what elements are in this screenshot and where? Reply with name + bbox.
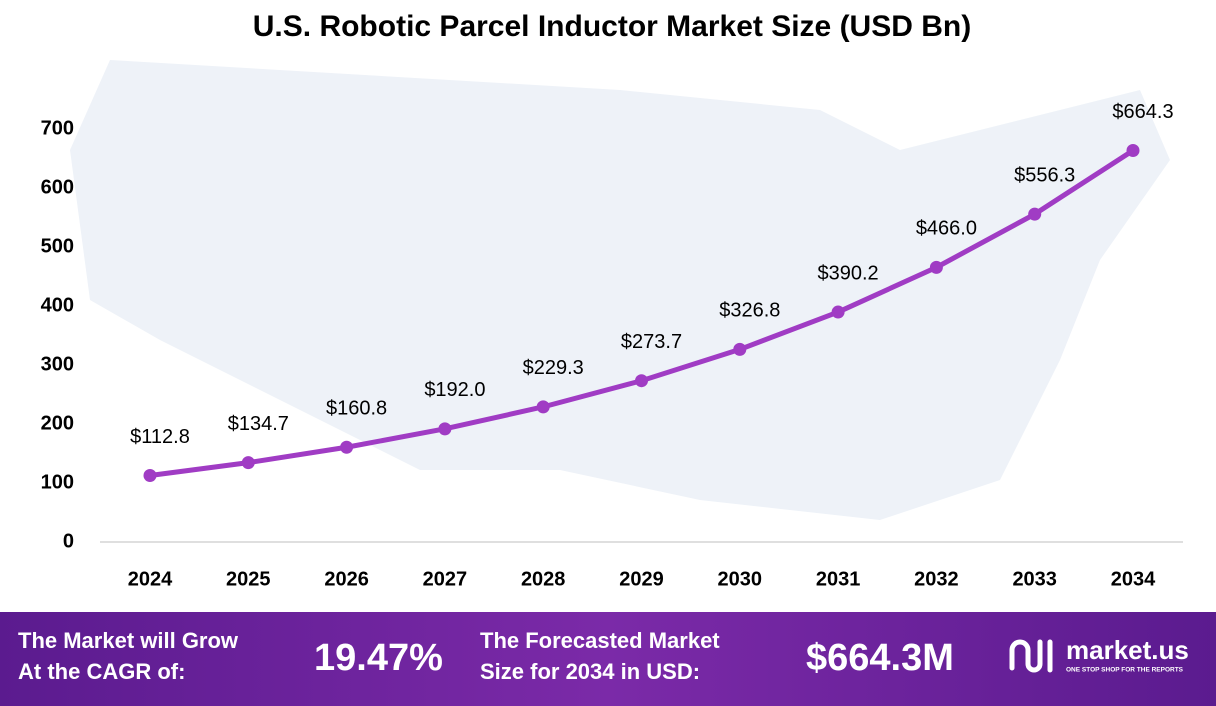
x-tick-label: 2028	[521, 568, 566, 590]
cagr-value: 19.47%	[314, 637, 443, 679]
data-label: $326.8	[719, 300, 780, 322]
data-label: $273.7	[621, 331, 682, 353]
data-label: $390.2	[818, 262, 879, 284]
data-label: $229.3	[523, 357, 584, 379]
point	[733, 342, 747, 356]
data-label: $466.0	[916, 218, 977, 240]
y-tick-label: 200	[41, 412, 74, 434]
cagr-text: At the CAGR of:	[18, 659, 185, 684]
x-tick-label: 2034	[1111, 568, 1156, 590]
point	[929, 260, 943, 274]
data-label: $134.7	[228, 413, 289, 435]
data-label: $664.3	[1112, 101, 1173, 123]
point	[536, 400, 550, 414]
point	[1028, 207, 1042, 221]
point	[831, 305, 845, 319]
point	[438, 422, 452, 436]
point	[340, 440, 354, 454]
x-tick-label: 2032	[914, 568, 959, 590]
cagr-text: The Market will Grow	[18, 628, 239, 653]
forecast-text: Size for 2034 in USD:	[480, 659, 700, 684]
y-tick-label: 600	[41, 177, 74, 199]
data-label: $160.8	[326, 398, 387, 420]
brand-tagline: ONE STOP SHOP FOR THE REPORTS	[1066, 667, 1184, 674]
forecast-value: $664.3M	[806, 637, 954, 679]
x-tick-label: 2025	[226, 568, 271, 590]
x-tick-label: 2027	[423, 568, 468, 590]
y-tick-label: 0	[63, 530, 74, 552]
y-tick-label: 700	[41, 118, 74, 140]
x-tick-label: 2024	[128, 568, 173, 590]
point	[1126, 144, 1140, 158]
y-tick-label: 400	[41, 295, 74, 317]
data-label: $556.3	[1014, 164, 1075, 186]
map-background	[70, 60, 1170, 520]
brand-logo	[1009, 639, 1053, 673]
x-tick-label: 2033	[1012, 568, 1057, 590]
y-tick-label: 100	[41, 471, 74, 493]
data-label: $112.8	[130, 426, 190, 448]
x-tick-label: 2030	[718, 568, 763, 590]
x-tick-label: 2029	[619, 568, 664, 590]
y-tick-label: 300	[41, 353, 74, 375]
point	[143, 469, 157, 483]
forecast-text: The Forecasted Market	[480, 628, 720, 653]
x-tick-label: 2031	[816, 568, 861, 590]
x-tick-label: 2026	[324, 568, 369, 590]
chart-title: U.S. Robotic Parcel Inductor Market Size…	[253, 10, 971, 43]
point	[635, 374, 648, 388]
point	[241, 456, 255, 470]
data-label: $192.0	[424, 379, 485, 401]
brand-name: market.us	[1066, 635, 1189, 665]
y-tick-label: 500	[41, 236, 74, 258]
